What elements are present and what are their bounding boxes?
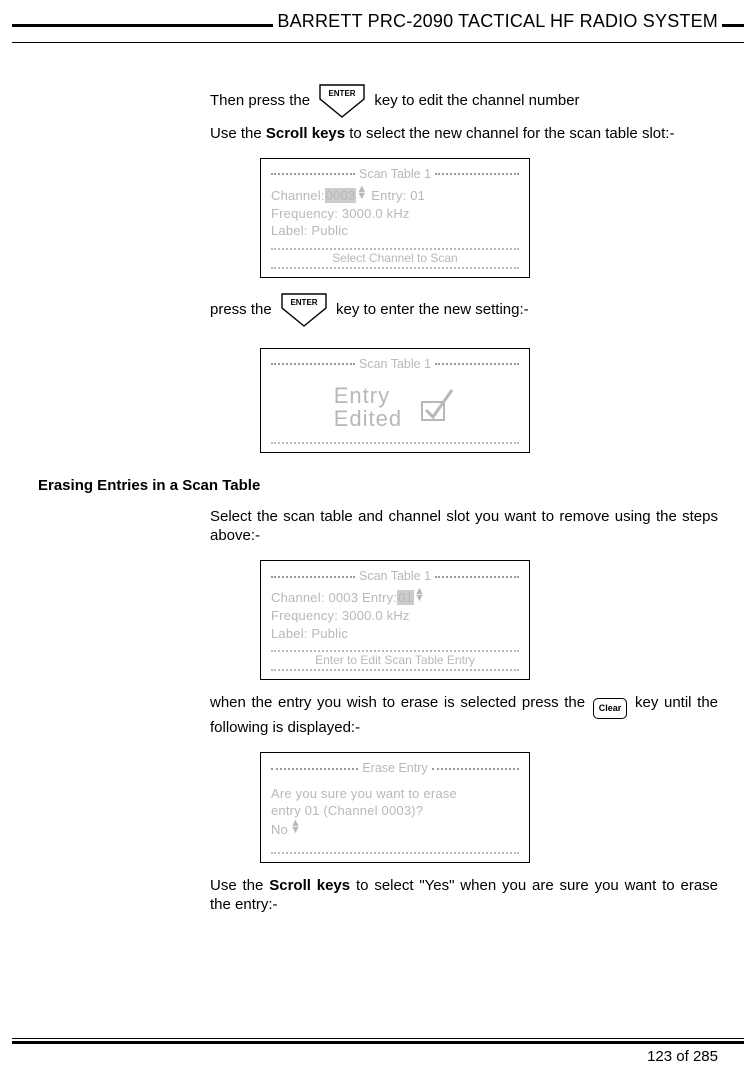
- intro-text-1b: key to edit the channel number: [374, 92, 579, 109]
- lcd3-line3: Label: Public: [271, 625, 519, 643]
- lcd2-title: Scan Table 1: [359, 357, 431, 373]
- enter-key-icon: ENTER: [318, 83, 366, 125]
- final-a: Use the: [210, 877, 269, 894]
- lcd1-title: Scan Table 1: [359, 167, 431, 183]
- section-heading: Erasing Entries in a Scan Table: [38, 477, 718, 494]
- scroll-keys-label: Scroll keys: [266, 125, 345, 142]
- erase-mid-paragraph: when the entry you wish to erase is sele…: [210, 694, 718, 738]
- lcd4-line1: Are you sure you want to erase: [271, 785, 519, 803]
- page-footer: 123 of 285: [12, 1038, 744, 1065]
- svg-text:ENTER: ENTER: [329, 89, 356, 98]
- lcd1-line3: Label: Public: [271, 222, 519, 240]
- lcd-screen-3: Scan Table 1 Channel: 0003 Entry:01▲▼ Fr…: [260, 560, 530, 680]
- clear-key-icon: Clear: [593, 698, 628, 719]
- lcd3-status: Enter to Edit Scan Table Entry: [271, 650, 519, 671]
- intro-paragraph: Then press the ENTER key to edit the cha…: [210, 83, 718, 144]
- lcd1-status: Select Channel to Scan: [271, 248, 519, 269]
- lcd-screen-4: Erase Entry Are you sure you want to era…: [260, 752, 530, 863]
- intro-text-1a: Then press the: [210, 92, 310, 109]
- header-title: BARRETT PRC-2090 TACTICAL HF RADIO SYSTE…: [273, 11, 722, 32]
- lcd3-line2: Frequency: 3000.0 kHz: [271, 607, 519, 625]
- intro-text-2b: to select the new channel for the scan t…: [345, 125, 674, 142]
- footer-thick-rule: [12, 1041, 744, 1044]
- lcd1-line1: Channel:0003▲▼ Entry: 01: [271, 186, 519, 205]
- lcd-screen-1: Scan Table 1 Channel:0003▲▼ Entry: 01 Fr…: [260, 158, 530, 278]
- page-header: BARRETT PRC-2090 TACTICAL HF RADIO SYSTE…: [38, 14, 718, 36]
- footer-thin-rule: [12, 1038, 744, 1039]
- erase-mid-a: when the entry you wish to erase is sele…: [210, 694, 585, 711]
- enter-key-icon: ENTER: [280, 292, 328, 334]
- scroll-keys-label: Scroll keys: [269, 877, 350, 894]
- lcd2-big-text: EntryEdited: [334, 384, 402, 430]
- lcd3-title: Scan Table 1: [359, 569, 431, 585]
- erase-intro: Select the scan table and channel slot y…: [210, 508, 718, 546]
- lcd4-line3: No▲▼: [271, 820, 519, 839]
- lcd4-title: Erase Entry: [362, 761, 427, 777]
- svg-text:ENTER: ENTER: [290, 298, 317, 307]
- checkmark-icon: [416, 384, 456, 430]
- mid-text-b: key to enter the new setting:-: [336, 301, 529, 318]
- lcd1-line2: Frequency: 3000.0 kHz: [271, 205, 519, 223]
- intro-text-2a: Use the: [210, 125, 266, 142]
- lcd3-line1: Channel: 0003 Entry:01▲▼: [271, 588, 519, 607]
- mid-text-a: press the: [210, 301, 272, 318]
- lcd-screen-2: Scan Table 1 EntryEdited: [260, 348, 530, 454]
- lcd4-line2: entry 01 (Channel 0003)?: [271, 802, 519, 820]
- final-paragraph: Use the Scroll keys to select "Yes" when…: [210, 877, 718, 915]
- page-number: 123 of 285: [12, 1048, 744, 1065]
- mid-paragraph: press the ENTER key to enter the new set…: [210, 292, 718, 334]
